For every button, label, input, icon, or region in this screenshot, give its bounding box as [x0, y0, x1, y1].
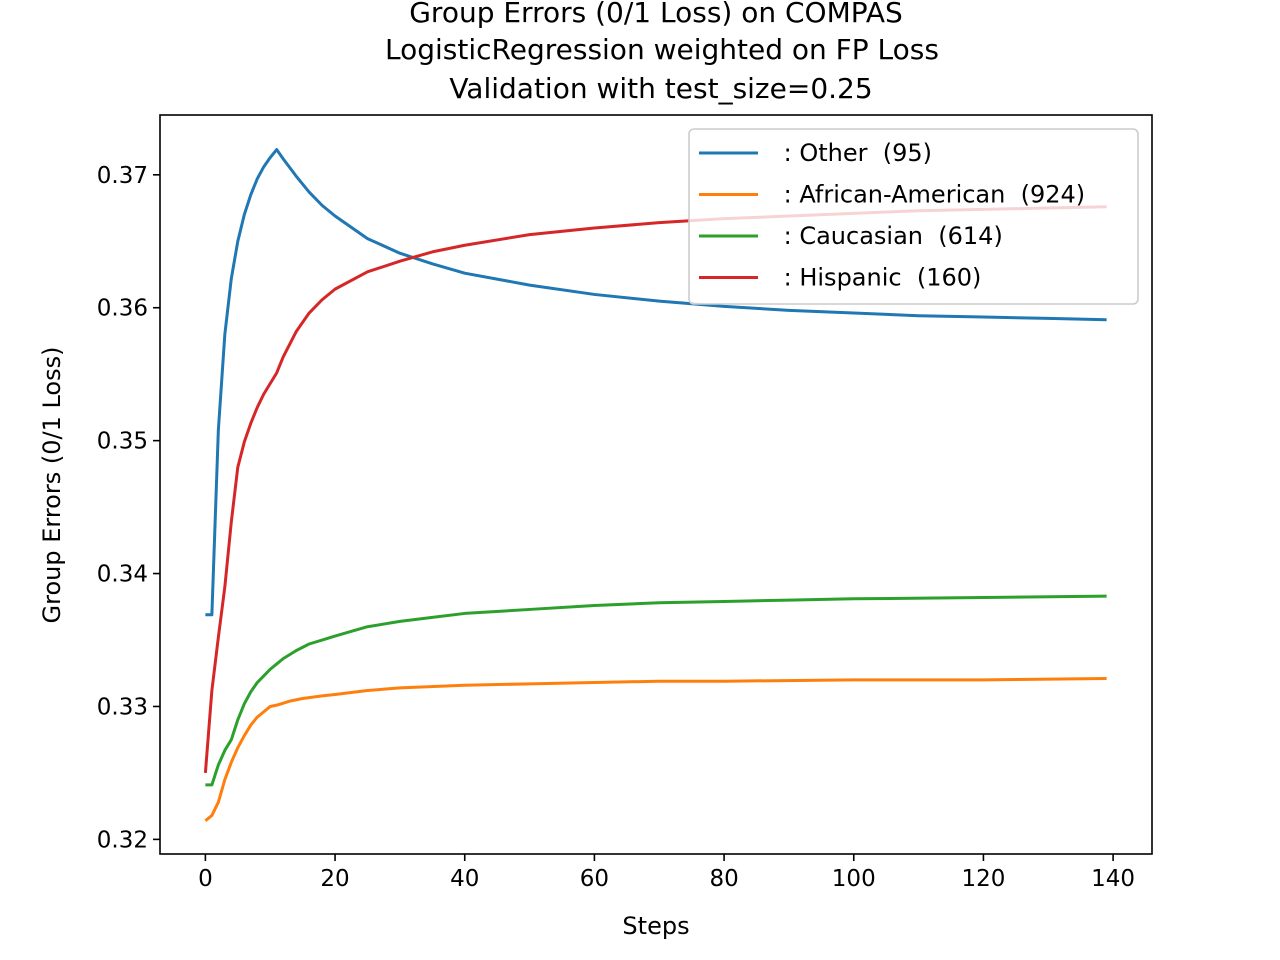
- x-tick-label: 120: [961, 866, 1005, 892]
- x-tick-label: 100: [832, 866, 876, 892]
- y-tick-label: 0.37: [97, 163, 148, 189]
- series-line-3: [205, 594, 1107, 787]
- x-tick-label: 20: [320, 866, 349, 892]
- x-axis-label: Steps: [622, 912, 689, 940]
- x-tick-label: 140: [1091, 866, 1135, 892]
- chart-title: Group Errors (0/1 Loss) on COMPAS Logist…: [385, 0, 939, 105]
- x-tick-label: 40: [450, 866, 479, 892]
- y-axis-label: Group Errors (0/1 Loss): [38, 347, 66, 624]
- y-tick-label: 0.32: [97, 827, 148, 853]
- y-tick-label: 0.36: [97, 296, 148, 322]
- x-tick-label: 60: [580, 866, 609, 892]
- title-line-3: Validation with test_size=0.25: [449, 72, 872, 105]
- x-tick-label: 0: [198, 866, 213, 892]
- legend-label: : Caucasian (614): [776, 222, 1003, 250]
- plot-frame: [159, 114, 1153, 855]
- series-line-2: [204, 677, 1107, 822]
- y-tick-label: 0.34: [97, 562, 148, 588]
- series-line-1: [205, 148, 1107, 617]
- x-tick-label: 80: [709, 866, 738, 892]
- legend-box: [688, 128, 1139, 305]
- title-line-1: Group Errors (0/1 Loss) on COMPAS: [409, 0, 903, 29]
- x-axis: 0 20 40 60 80 100 120 140: [198, 854, 1135, 892]
- y-tick-label: 0.35: [97, 429, 148, 455]
- legend-label: : Hispanic (160): [776, 264, 981, 292]
- y-tick-label: 0.33: [97, 694, 148, 720]
- legend-label: : African-American (924): [776, 181, 1085, 209]
- legend: : Other (95) : African-American (924) : …: [688, 128, 1139, 305]
- title-line-2: LogisticRegression weighted on FP Loss: [385, 33, 939, 66]
- legend-label: : Other (95): [776, 139, 932, 167]
- y-axis: 0.32 0.33 0.34 0.35 0.36 0.37: [97, 163, 160, 853]
